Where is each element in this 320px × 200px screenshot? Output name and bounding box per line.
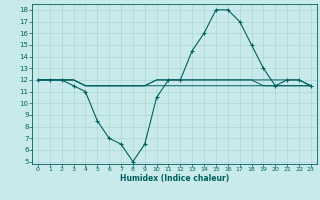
X-axis label: Humidex (Indice chaleur): Humidex (Indice chaleur) (120, 174, 229, 183)
